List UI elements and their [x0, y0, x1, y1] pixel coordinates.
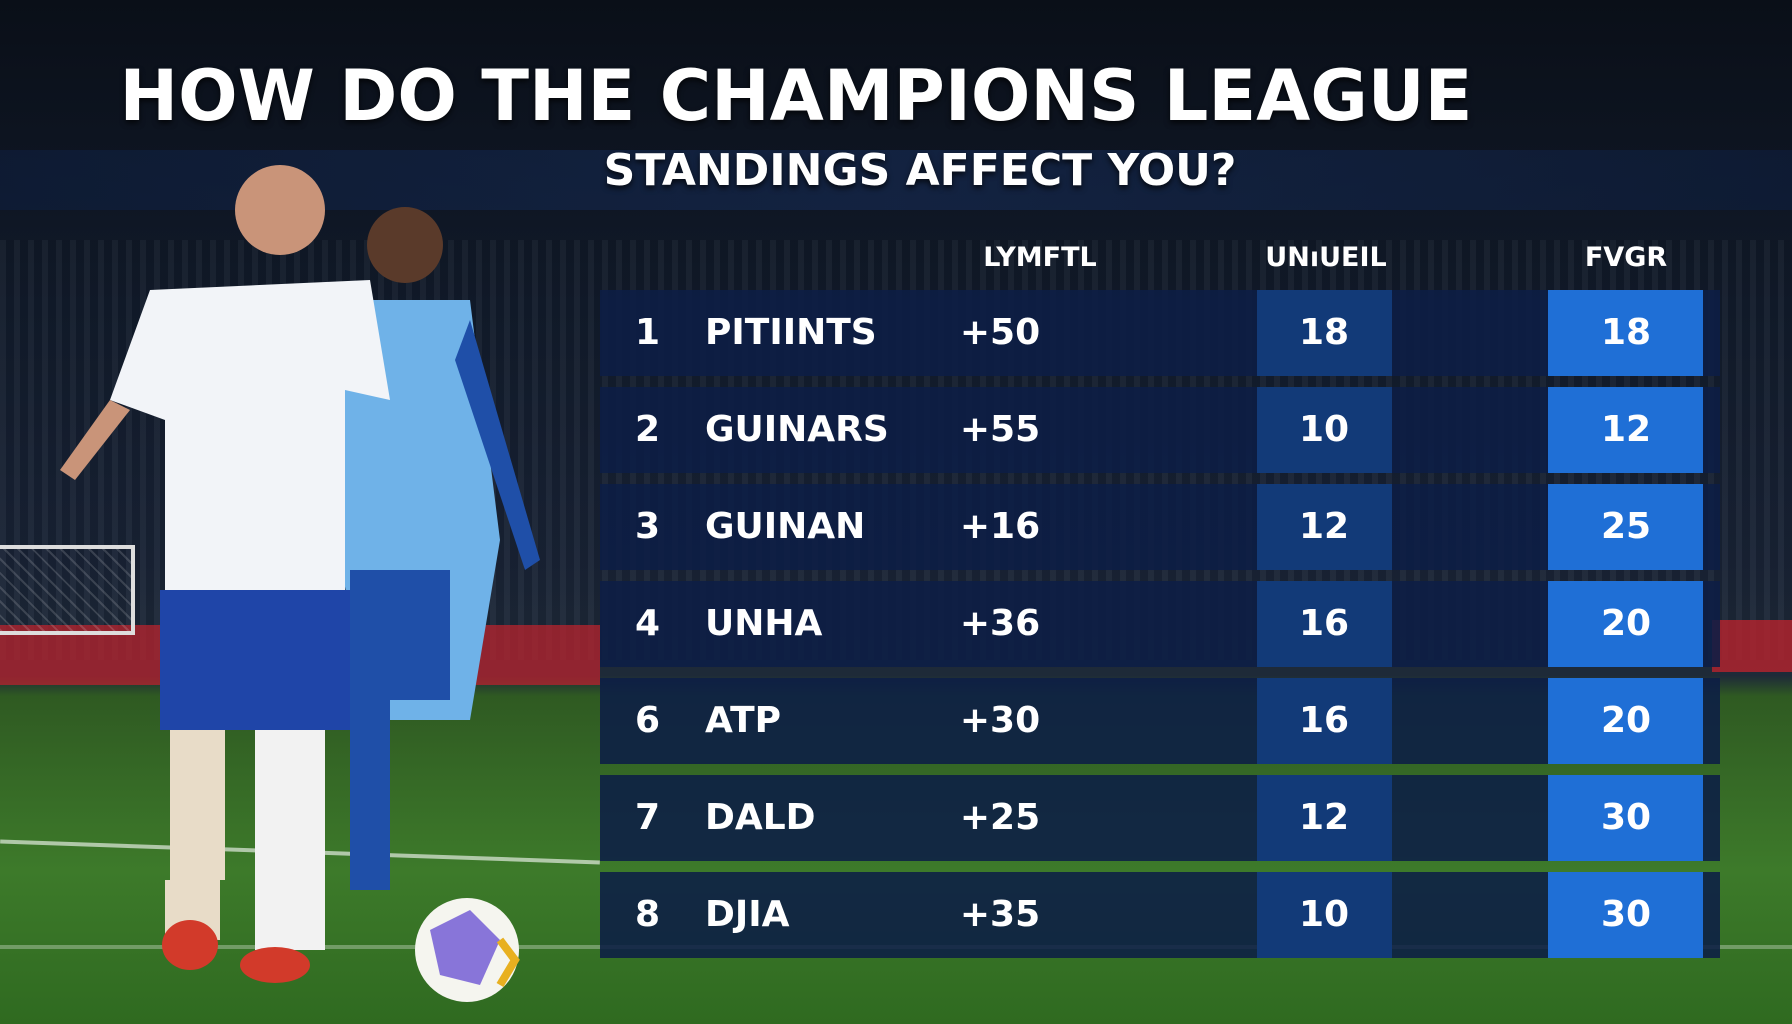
table-row: 6 ATP +30 16 20 — [600, 678, 1720, 764]
rank: 2 — [635, 409, 661, 450]
table-row: 1 PITIINTS +50 18 18 — [600, 290, 1720, 376]
stat-value: 12 — [1298, 797, 1350, 838]
goal-difference: +55 — [959, 409, 1041, 450]
team-name: GUINARS — [705, 409, 889, 450]
goal-difference: +50 — [959, 312, 1041, 353]
goal-difference: +25 — [959, 797, 1041, 838]
column-header-2: UNıUEIL — [1265, 242, 1387, 273]
rank: 4 — [635, 603, 661, 644]
rank: 6 — [635, 700, 661, 741]
player-blue — [340, 207, 540, 890]
table-row: 4 UNHA +36 16 20 — [600, 581, 1720, 667]
goal-net — [0, 545, 135, 635]
team-name: DALD — [705, 797, 816, 838]
highlighted-value: 30 — [1600, 894, 1652, 935]
goal-difference: +16 — [959, 506, 1041, 547]
highlighted-value: 12 — [1600, 409, 1652, 450]
team-name: UNHA — [705, 603, 823, 644]
rank: 1 — [635, 312, 661, 353]
stat-value: 10 — [1298, 894, 1350, 935]
football — [415, 898, 520, 1002]
stat-value: 18 — [1298, 312, 1350, 353]
table-row: 3 GUINAN +16 12 25 — [600, 484, 1720, 570]
column-header-1: LYMFTL — [983, 242, 1097, 273]
team-name: PITIINTS — [705, 312, 877, 353]
table-row: 8 DJIA +35 10 30 — [600, 872, 1720, 958]
stat-value: 16 — [1298, 700, 1350, 741]
table-row: 7 DALD +25 12 30 — [600, 775, 1720, 861]
highlighted-value: 18 — [1600, 312, 1652, 353]
rank: 7 — [635, 797, 661, 838]
team-name: GUINAN — [705, 506, 866, 547]
players-illustration — [60, 165, 540, 1002]
ad-board-right — [1712, 620, 1792, 672]
player-white — [60, 165, 390, 983]
stat-value: 16 — [1298, 603, 1350, 644]
rank: 3 — [635, 506, 661, 547]
column-header-3: FVGR — [1584, 242, 1668, 273]
table-row: 2 GUINARS +55 10 12 — [600, 387, 1720, 473]
highlighted-value: 20 — [1600, 603, 1652, 644]
goal-difference: +36 — [959, 603, 1041, 644]
rank: 8 — [635, 894, 661, 935]
headline: HOW DO THE CHAMPIONS LEAGUE — [119, 55, 1473, 137]
goal-difference: +35 — [959, 894, 1041, 935]
team-name: DJIA — [705, 894, 790, 935]
highlighted-value: 30 — [1600, 797, 1652, 838]
highlighted-value: 20 — [1600, 700, 1652, 741]
stat-value: 10 — [1298, 409, 1350, 450]
goal-difference: +30 — [959, 700, 1041, 741]
stat-value: 12 — [1298, 506, 1350, 547]
subheadline: STANDINGS AFFECT YOU? — [603, 145, 1237, 196]
team-name: ATP — [705, 700, 782, 741]
highlighted-value: 25 — [1600, 506, 1652, 547]
